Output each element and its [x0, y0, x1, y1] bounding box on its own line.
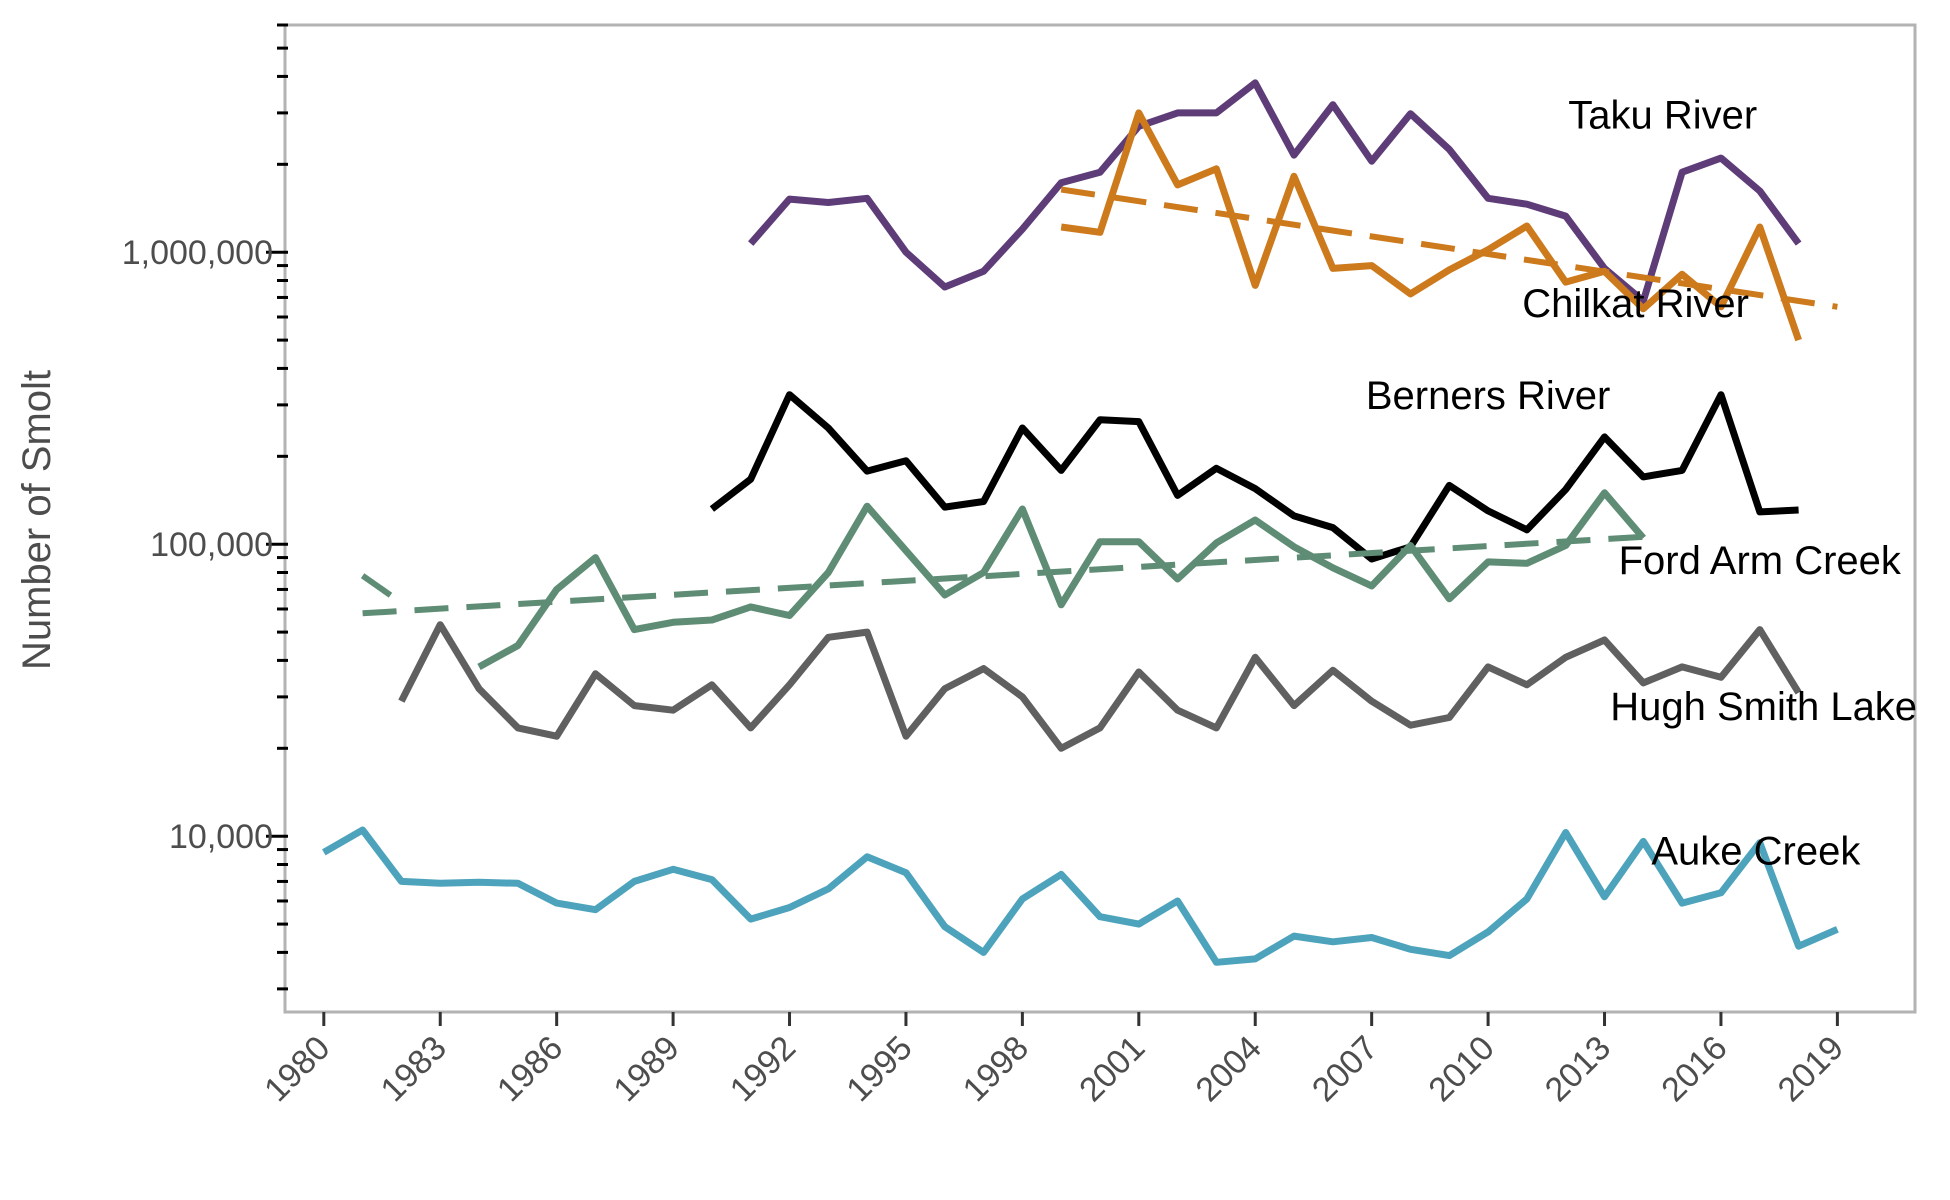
- series-line-berners-river: [709, 391, 1799, 563]
- series-line-ford-arm-creek-early: [360, 573, 404, 606]
- series-label-ford-arm-creek: Ford Arm Creek: [1619, 539, 1902, 583]
- series-label-chilkat-river: Chilkat River: [1522, 282, 1749, 326]
- series-label-berners-river: Berners River: [1366, 374, 1611, 418]
- series-label-taku-river: Taku River: [1568, 94, 1757, 138]
- plot-frame: [283, 23, 1917, 1014]
- y-axis-title: Number of Smolt: [15, 370, 59, 670]
- series-lines: [322, 79, 1839, 966]
- y-tick-label: 100,000: [150, 526, 273, 564]
- series-label-auke-creek: Auke Creek: [1651, 829, 1861, 873]
- series-line-auke-creek: [322, 826, 1839, 966]
- series-line-chilkat-river-trend: [1060, 186, 1838, 310]
- series-line-hugh-smith-lake: [398, 621, 1802, 752]
- y-axis: 10,000 100,000 1,000,000: [122, 23, 288, 991]
- series-line-taku-river: [748, 79, 1802, 305]
- y-tick-label: 10,000: [169, 818, 273, 856]
- y-tick-label: 1,000,000: [122, 234, 273, 272]
- series-labels: Taku River Chilkat River Berners River Ford…: [1366, 94, 1917, 874]
- series-line-ford-arm-creek-trend: [362, 533, 1644, 617]
- series-line-ford-arm-creek: [477, 489, 1646, 670]
- series-line-chilkat-river: [1060, 109, 1802, 342]
- series-label-hugh-smith-lake: Hugh Smith Lake: [1610, 685, 1917, 729]
